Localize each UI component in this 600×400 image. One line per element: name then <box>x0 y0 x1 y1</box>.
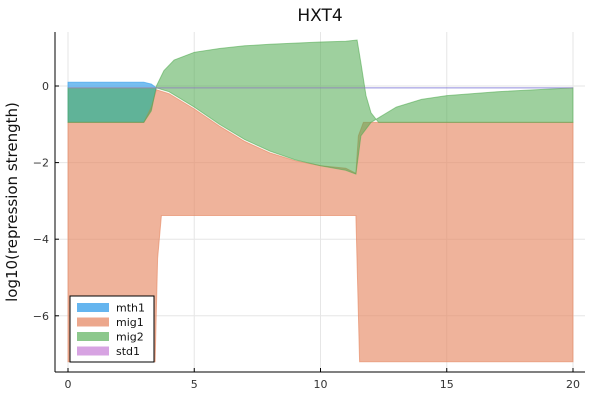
x-tick-label: 5 <box>191 378 198 391</box>
x-tick-label: 20 <box>566 378 580 391</box>
y-axis-label: log10(repression strength) <box>3 102 21 302</box>
y-tick-label: −2 <box>33 157 49 170</box>
axes: 0 5 10 15 20 0 −2 −4 −6 <box>33 32 585 391</box>
legend-label-mig2: mig2 <box>116 331 144 344</box>
legend-swatch-mth1 <box>77 303 109 312</box>
legend-label-mig1: mig1 <box>116 316 144 329</box>
x-tick-label: 15 <box>440 378 454 391</box>
legend-swatch-std1 <box>77 346 109 356</box>
y-tick-label: 0 <box>42 80 49 93</box>
legend-label-std1: std1 <box>116 345 140 358</box>
legend-swatch-mig2 <box>77 332 109 341</box>
x-tick-label: 0 <box>65 378 72 391</box>
legend-label-mth1: mth1 <box>116 302 145 315</box>
y-tick-label: −4 <box>33 233 49 246</box>
y-tick-label: −6 <box>33 310 49 323</box>
chart-title: HXT4 <box>297 6 342 26</box>
legend-swatch-mig1 <box>77 317 109 327</box>
x-tick-label: 10 <box>314 378 328 391</box>
area-series <box>67 39 574 363</box>
